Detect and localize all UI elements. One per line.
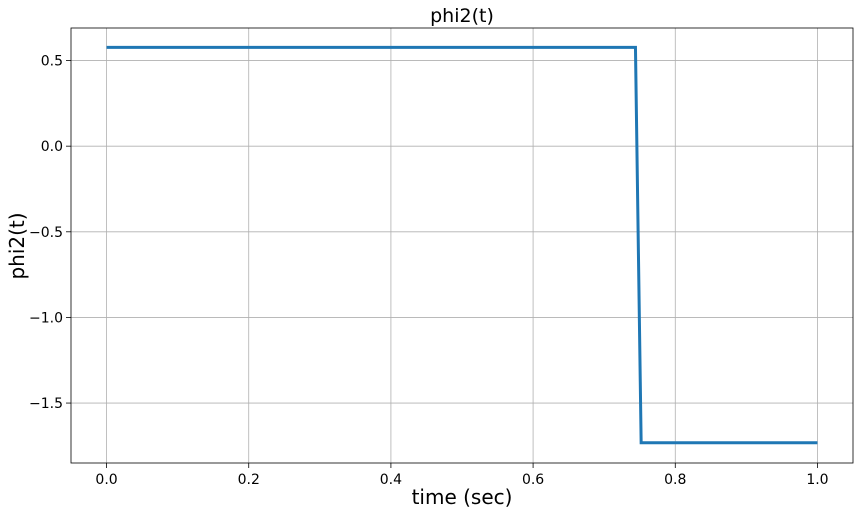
x-tick-label: 0.2 (238, 472, 260, 488)
x-tick-label: 0.6 (522, 472, 544, 488)
plot-frame (70, 27, 854, 464)
x-tick-label: 0.0 (95, 472, 117, 488)
x-axis-label: time (sec) (412, 485, 513, 509)
y-tick-label: −1.0 (29, 310, 63, 326)
series-layer (106, 45, 818, 445)
y-axis-label: phi2(t) (5, 212, 29, 279)
grid (71, 28, 853, 463)
x-tick-label: 0.8 (664, 472, 686, 488)
ticks: 0.0 0.2 0.4 0.6 0.8 1.0 0.5 0.0 −0.5 −1.0 −1.5 (29, 54, 829, 488)
x-tick-label: 0.4 (380, 472, 402, 488)
x-tick-label: 1.0 (806, 472, 828, 488)
chart-title: phi2(t) (430, 5, 494, 27)
y-tick-label: 0.0 (41, 139, 63, 155)
y-tick-label: −1.5 (29, 396, 63, 412)
series-line (106, 45, 818, 445)
y-tick-label: −0.5 (29, 225, 63, 241)
y-tick-label: 0.5 (41, 54, 63, 70)
